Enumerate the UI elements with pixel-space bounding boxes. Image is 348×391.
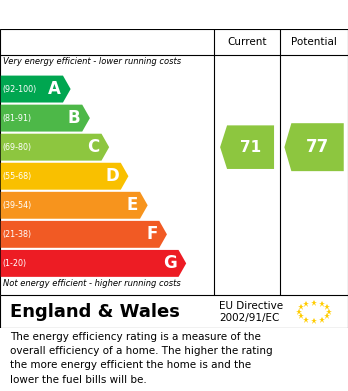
Text: Energy Efficiency Rating: Energy Efficiency Rating xyxy=(10,5,239,24)
Text: E: E xyxy=(127,196,138,214)
Polygon shape xyxy=(1,221,167,248)
Polygon shape xyxy=(1,134,109,161)
Text: (55-68): (55-68) xyxy=(3,172,32,181)
Text: G: G xyxy=(163,255,177,273)
Text: Current: Current xyxy=(227,37,267,47)
Text: Very energy efficient - lower running costs: Very energy efficient - lower running co… xyxy=(3,57,182,66)
Text: A: A xyxy=(48,80,61,98)
Text: 77: 77 xyxy=(306,138,329,156)
Text: (92-100): (92-100) xyxy=(3,84,37,93)
Text: Not energy efficient - higher running costs: Not energy efficient - higher running co… xyxy=(3,279,181,288)
Polygon shape xyxy=(1,192,148,219)
Text: C: C xyxy=(87,138,100,156)
Polygon shape xyxy=(1,250,186,277)
Text: D: D xyxy=(105,167,119,185)
Polygon shape xyxy=(284,123,344,171)
Text: England & Wales: England & Wales xyxy=(10,303,180,321)
Text: EU Directive
2002/91/EC: EU Directive 2002/91/EC xyxy=(219,301,283,323)
Text: (21-38): (21-38) xyxy=(3,230,32,239)
Text: The energy efficiency rating is a measure of the
overall efficiency of a home. T: The energy efficiency rating is a measur… xyxy=(10,332,273,385)
Text: (81-91): (81-91) xyxy=(3,114,32,123)
Polygon shape xyxy=(1,105,90,132)
Text: B: B xyxy=(68,109,80,127)
Text: 71: 71 xyxy=(240,140,261,155)
Text: Potential: Potential xyxy=(291,37,337,47)
Text: (39-54): (39-54) xyxy=(3,201,32,210)
Text: (1-20): (1-20) xyxy=(3,259,27,268)
Polygon shape xyxy=(1,75,71,102)
Text: F: F xyxy=(146,225,158,243)
Text: (69-80): (69-80) xyxy=(3,143,32,152)
Polygon shape xyxy=(220,126,274,169)
Polygon shape xyxy=(1,163,128,190)
